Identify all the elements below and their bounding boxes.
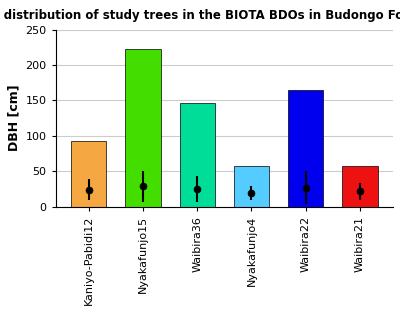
Bar [288,90,324,207]
Bar [234,166,269,207]
Text: DBH distribution of study trees in the BIOTA BDOs in Budongo Forest: DBH distribution of study trees in the B… [0,9,400,22]
Bar [180,103,215,207]
Bar [71,141,106,207]
Bar [342,166,378,207]
Y-axis label: DBH [cm]: DBH [cm] [7,85,20,151]
Bar [125,50,160,207]
